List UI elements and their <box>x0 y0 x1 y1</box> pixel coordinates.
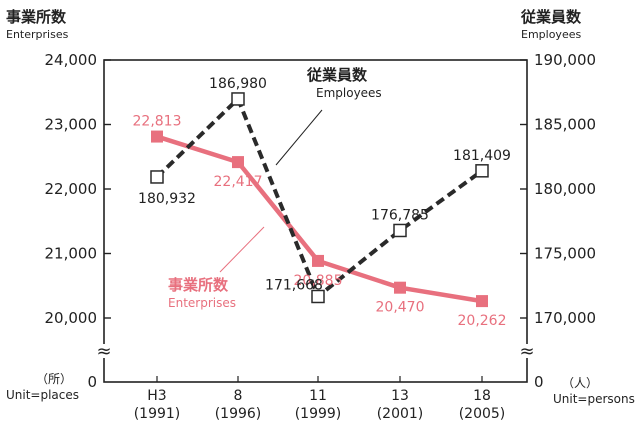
right-tick-label: 175,000 <box>534 245 596 263</box>
enterprises-legend-en: Enterprises <box>168 296 236 310</box>
employees-marker <box>231 92 245 106</box>
left-zero-label: 0 <box>87 373 97 391</box>
x-tick-label-secondary: (1996) <box>215 406 262 422</box>
employees-legend-en: Employees <box>316 86 382 100</box>
enterprises-marker <box>394 281 406 294</box>
enterprises-data-label: 20,470 <box>376 300 425 316</box>
x-tick-label-primary: 18 <box>473 388 491 404</box>
x-tick-label-secondary: (2005) <box>459 406 506 422</box>
right-axis-title-ja: 従業員数 <box>520 8 582 26</box>
right-axis-title-en: Employees <box>521 28 581 41</box>
x-tick-label-primary: H3 <box>147 388 166 404</box>
right-unit-ja: （人） <box>562 376 598 390</box>
enterprises-marker <box>476 295 488 308</box>
employees-data-label: 181,409 <box>453 148 511 164</box>
employees-marker <box>393 223 407 238</box>
x-axis-labels: H3 (1991) 8 (1996) 11 (1999) 13 (2001) 18 (2005) <box>134 376 506 422</box>
x-tick-label-primary: 13 <box>391 388 409 404</box>
plot-frame <box>103 59 528 383</box>
left-axis-title-ja: 事業所数 <box>6 8 67 26</box>
employees-marker <box>475 164 489 178</box>
right-tick-label: 180,000 <box>534 180 596 198</box>
left-tick-label: 21,000 <box>45 245 98 263</box>
left-tick-label: 23,000 <box>45 116 98 134</box>
left-tick-label: 24,000 <box>45 51 98 69</box>
employees-marker <box>150 170 164 184</box>
left-axis-ticks: 24,000 23,000 22,000 21,000 20,000 <box>45 51 111 327</box>
employees-marker <box>311 289 325 304</box>
employees-leader-line <box>275 109 323 166</box>
enterprises-marker <box>151 130 163 143</box>
enterprises-marker <box>232 156 244 169</box>
series-lines <box>155 96 484 304</box>
left-axis-break: ≈ <box>94 341 114 362</box>
right-axis-ticks: 190,000 185,000 180,000 175,000 170,000 <box>520 51 596 327</box>
right-unit-en: Unit=persons <box>553 392 635 406</box>
right-tick-label: 190,000 <box>534 51 596 69</box>
left-unit-ja: （所） <box>36 372 72 386</box>
left-tick-label: 20,000 <box>45 309 98 327</box>
left-tick-label: 22,000 <box>45 180 98 198</box>
right-tick-label: 170,000 <box>534 309 596 327</box>
employees-data-label: 180,932 <box>138 191 196 207</box>
enterprises-leader-line <box>219 226 265 273</box>
left-unit-en: Unit=places <box>6 388 79 402</box>
enterprises-marker <box>312 254 324 267</box>
svg-text:≈: ≈ <box>96 341 111 362</box>
employees-data-label: 186,980 <box>209 76 267 92</box>
x-tick-label-primary: 8 <box>234 388 243 404</box>
enterprises-data-label: 20,885 <box>294 273 343 289</box>
employees-legend-ja: 従業員数 <box>306 66 368 84</box>
enterprises-legend-ja: 事業所数 <box>168 276 229 294</box>
left-axis-title-en: Enterprises <box>6 28 69 41</box>
right-tick-label: 185,000 <box>534 116 596 134</box>
x-tick-label-primary: 11 <box>309 388 327 404</box>
x-tick-label-secondary: (2001) <box>377 406 424 422</box>
svg-text:≈: ≈ <box>519 341 534 362</box>
enterprises-data-label: 20,262 <box>458 313 507 329</box>
employees-data-label: 171,668 <box>265 277 323 293</box>
x-tick-label-secondary: (1991) <box>134 406 181 422</box>
enterprises-data-label: 22,417 <box>214 174 263 190</box>
employees-data-label: 176,785 <box>371 207 429 223</box>
right-zero-label: 0 <box>534 373 544 391</box>
enterprises-data-label: 22,813 <box>133 114 182 130</box>
right-axis-break: ≈ <box>517 341 537 362</box>
series-markers <box>150 92 489 308</box>
x-tick-label-secondary: (1999) <box>295 406 342 422</box>
data-labels: 22,813 22,417 20,885 20,470 20,262 180,932 186… <box>133 76 511 329</box>
